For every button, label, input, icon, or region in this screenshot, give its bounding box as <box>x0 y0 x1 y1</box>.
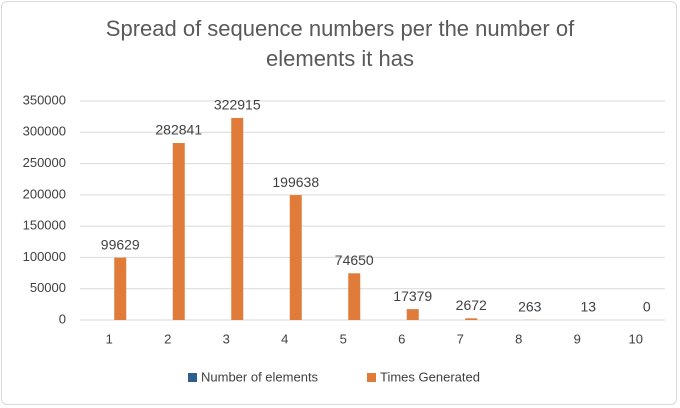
x-tick-label: 6 <box>398 331 405 346</box>
x-tick-label: 1 <box>106 331 113 346</box>
chart-title: Spread of sequence numbers per the numbe… <box>105 16 575 71</box>
y-tick-label: 100000 <box>23 249 66 264</box>
legend-label: Times Generated <box>380 369 480 384</box>
data-label: 99629 <box>101 236 140 252</box>
bar <box>289 195 302 320</box>
data-label: 199638 <box>272 174 319 190</box>
bar <box>465 318 478 320</box>
y-tick-label: 350000 <box>23 92 66 107</box>
data-label: 0 <box>643 299 651 315</box>
x-tick-label: 9 <box>574 331 581 346</box>
data-label: 17379 <box>393 288 432 304</box>
bar <box>348 273 361 320</box>
x-tick-label: 4 <box>281 331 288 346</box>
legend-swatch <box>188 373 197 382</box>
x-tick-label: 8 <box>515 331 522 346</box>
bar <box>406 309 419 320</box>
data-label: 263 <box>518 299 542 315</box>
x-tick-label: 5 <box>340 331 347 346</box>
data-label: 13 <box>580 299 596 315</box>
y-tick-label: 150000 <box>23 218 66 233</box>
legend-swatch <box>367 373 376 382</box>
data-label: 322915 <box>214 97 261 113</box>
x-tick-label: 10 <box>629 331 643 346</box>
x-tick-label: 3 <box>223 331 230 346</box>
y-tick-label: 200000 <box>23 186 66 201</box>
y-tick-label: 300000 <box>23 124 66 139</box>
y-tick-label: 0 <box>59 311 66 326</box>
y-tick-label: 250000 <box>23 155 66 170</box>
data-label: 2672 <box>456 297 487 313</box>
bar <box>172 143 185 320</box>
data-label: 282841 <box>155 122 202 138</box>
legend-label: Number of elements <box>201 369 319 384</box>
y-tick-label: 50000 <box>30 280 66 295</box>
x-tick-label: 2 <box>164 331 171 346</box>
x-tick-label: 7 <box>457 331 464 346</box>
bar <box>114 257 127 320</box>
data-label: 74650 <box>335 252 374 268</box>
bar <box>231 117 244 320</box>
